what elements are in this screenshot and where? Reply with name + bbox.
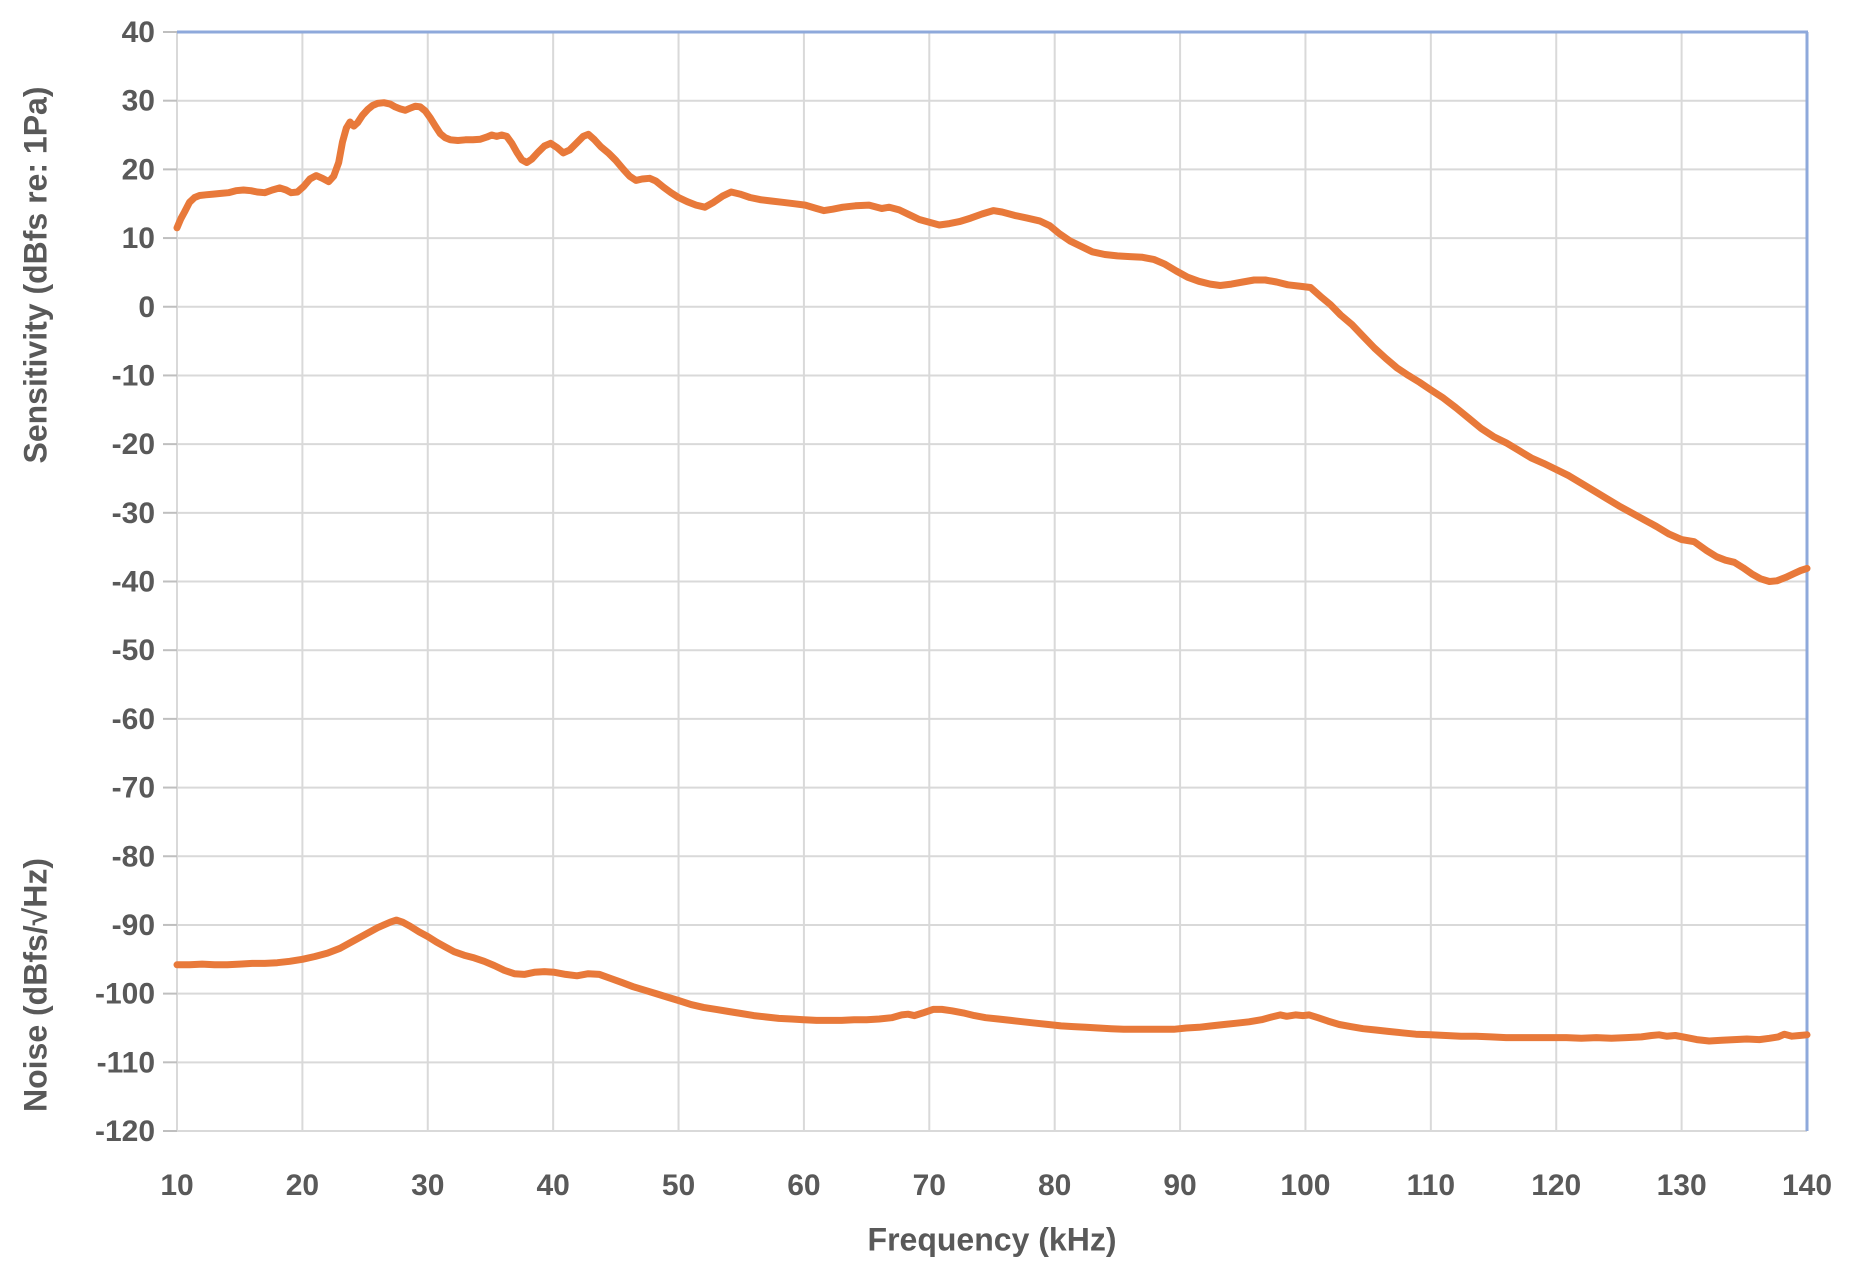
y-tick-label: 10 (122, 222, 155, 255)
y-tick-label: -110 (97, 1046, 155, 1079)
y-tick-label: 40 (122, 16, 155, 49)
y-tick-label: -100 (95, 978, 155, 1011)
y-tick-label: 30 (122, 85, 155, 118)
y-tick-label: -60 (112, 703, 155, 736)
x-tick-label: 40 (536, 1169, 569, 1202)
x-tick-label: 30 (411, 1169, 444, 1202)
x-tick-label: 130 (1657, 1169, 1707, 1202)
y-tick-label: -90 (112, 909, 155, 942)
y-axis-title-sensitivity: Sensitivity (dBfs re: 1Pa) (17, 86, 54, 464)
y-tick-label: -120 (95, 1115, 155, 1148)
x-tick-label: 10 (160, 1169, 193, 1202)
x-tick-label: 110 (1407, 1169, 1455, 1202)
y-tick-label: 0 (138, 291, 155, 324)
x-tick-label: 120 (1531, 1169, 1581, 1202)
x-tick-label: 80 (1038, 1169, 1071, 1202)
y-tick-label: -20 (112, 428, 155, 461)
x-tick-label: 100 (1280, 1169, 1330, 1202)
noise-series-line (173, 916, 1811, 1045)
y-tick-label: -80 (112, 840, 155, 873)
y-tick-label: -10 (112, 359, 155, 392)
sensitivity-series-line (173, 99, 1811, 585)
x-tick-label: 90 (1163, 1169, 1196, 1202)
y-tick-label: 20 (122, 153, 155, 186)
y-tick-label: -50 (112, 634, 155, 667)
x-tick-label: 20 (286, 1169, 319, 1202)
y-tick-label: -40 (112, 566, 155, 599)
x-tick-label: 140 (1782, 1169, 1832, 1202)
x-tick-label: 60 (787, 1169, 820, 1202)
y-axis-title-noise: Noise (dBfs/√Hz) (17, 857, 54, 1113)
y-tick-label: -30 (112, 497, 155, 530)
x-tick-label: 50 (662, 1169, 695, 1202)
y-tick-label: -70 (112, 772, 155, 805)
x-axis-title: Frequency (kHz) (867, 1221, 1117, 1258)
x-tick-label: 70 (913, 1169, 946, 1202)
